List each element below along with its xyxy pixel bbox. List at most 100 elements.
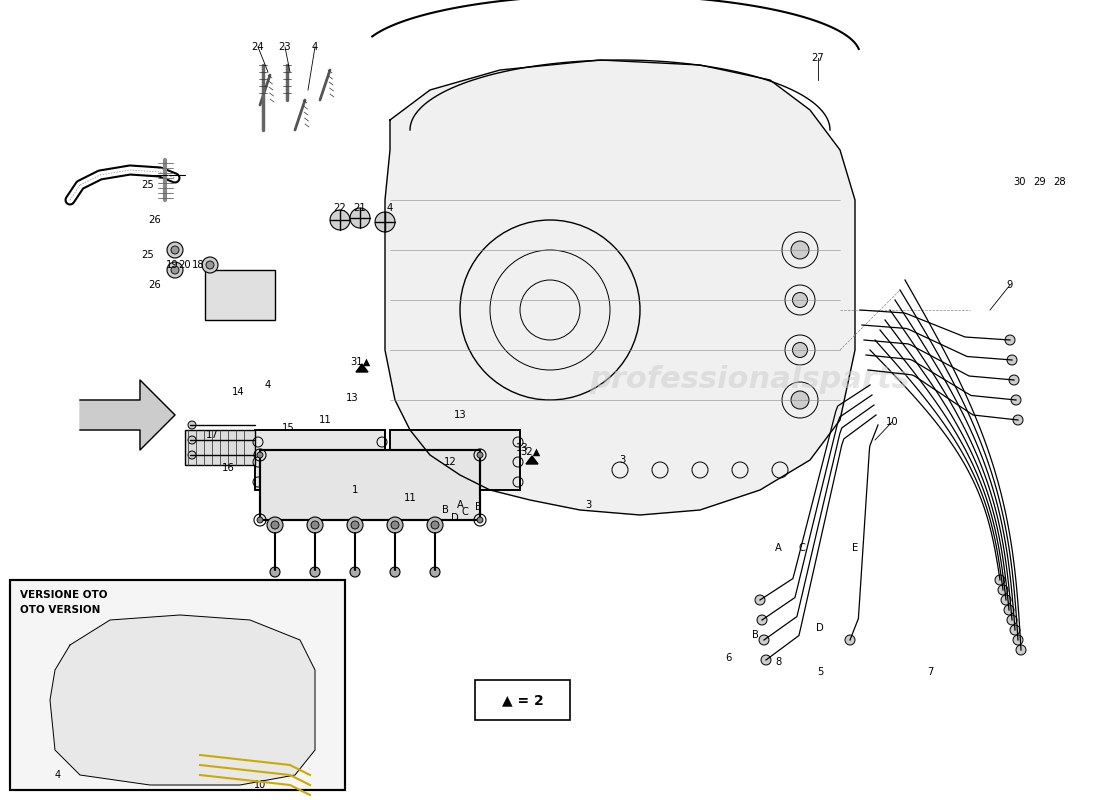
Text: 13: 13	[453, 410, 466, 420]
Circle shape	[267, 517, 283, 533]
Text: 20: 20	[178, 260, 191, 270]
Text: 12: 12	[443, 457, 456, 467]
Text: 25: 25	[142, 180, 154, 190]
Circle shape	[1013, 635, 1023, 645]
Text: 8: 8	[774, 657, 781, 667]
Bar	[255, 430, 385, 490]
Circle shape	[167, 262, 183, 278]
Text: 5: 5	[817, 667, 823, 677]
Circle shape	[311, 521, 319, 529]
Bar	[10, 580, 345, 790]
Circle shape	[1006, 355, 1018, 365]
Circle shape	[757, 615, 767, 625]
Text: professionalsparts: professionalsparts	[590, 366, 911, 394]
Polygon shape	[356, 364, 369, 372]
Text: 3: 3	[585, 500, 591, 510]
Circle shape	[1016, 645, 1026, 655]
Bar	[255, 430, 385, 490]
Circle shape	[270, 567, 280, 577]
Circle shape	[1011, 395, 1021, 405]
Text: 13: 13	[516, 443, 528, 453]
Circle shape	[390, 521, 399, 529]
Text: 9: 9	[1006, 280, 1013, 290]
Bar	[185, 430, 255, 465]
Circle shape	[350, 567, 360, 577]
Polygon shape	[385, 60, 855, 515]
Text: 11: 11	[404, 493, 417, 503]
Circle shape	[791, 241, 808, 259]
Text: 18: 18	[191, 260, 205, 270]
Text: 22: 22	[333, 203, 346, 213]
Circle shape	[307, 517, 323, 533]
Bar	[260, 450, 480, 520]
Text: VERSIONE OTO: VERSIONE OTO	[20, 590, 108, 600]
Circle shape	[1010, 625, 1020, 635]
Circle shape	[390, 567, 400, 577]
Circle shape	[1009, 375, 1019, 385]
Text: 24: 24	[252, 42, 264, 52]
Bar	[390, 430, 520, 490]
Text: OTO VERSION: OTO VERSION	[20, 605, 100, 615]
Text: E: E	[851, 543, 858, 553]
Circle shape	[431, 521, 439, 529]
Circle shape	[351, 521, 359, 529]
Text: B: B	[441, 505, 449, 515]
Text: 30: 30	[1014, 177, 1026, 187]
Text: 26: 26	[148, 215, 162, 225]
Circle shape	[792, 342, 807, 358]
Text: 6: 6	[725, 653, 732, 663]
Text: 10: 10	[254, 780, 266, 790]
Text: A: A	[774, 543, 781, 553]
Text: 13: 13	[345, 393, 359, 403]
Text: 29: 29	[1034, 177, 1046, 187]
Text: 27: 27	[812, 53, 824, 63]
Polygon shape	[80, 380, 175, 450]
Bar	[390, 430, 520, 490]
Text: 32▲: 32▲	[520, 447, 540, 457]
Circle shape	[387, 517, 403, 533]
Circle shape	[170, 266, 179, 274]
Text: 16: 16	[221, 463, 234, 473]
Text: D: D	[816, 623, 824, 633]
Text: A: A	[456, 500, 463, 510]
Circle shape	[188, 451, 196, 459]
Text: 19: 19	[166, 260, 178, 270]
Circle shape	[845, 635, 855, 645]
Bar	[10, 580, 345, 790]
Circle shape	[998, 585, 1008, 595]
Circle shape	[430, 567, 440, 577]
Circle shape	[188, 436, 196, 444]
Circle shape	[330, 210, 350, 230]
Circle shape	[759, 635, 769, 645]
Text: 31▲: 31▲	[350, 357, 371, 367]
Text: D: D	[451, 513, 459, 523]
Text: 21: 21	[353, 203, 366, 213]
Text: 4: 4	[312, 42, 318, 52]
Circle shape	[1001, 595, 1011, 605]
Circle shape	[346, 517, 363, 533]
Circle shape	[350, 208, 370, 228]
Circle shape	[206, 261, 214, 269]
Text: C: C	[799, 543, 805, 553]
Circle shape	[1004, 605, 1014, 615]
Text: 4: 4	[265, 380, 271, 390]
Circle shape	[792, 293, 807, 307]
Text: 17: 17	[206, 430, 219, 440]
Circle shape	[755, 595, 764, 605]
Circle shape	[1013, 415, 1023, 425]
Circle shape	[791, 391, 808, 409]
Circle shape	[477, 452, 483, 458]
Circle shape	[170, 246, 179, 254]
Text: 10: 10	[886, 417, 899, 427]
Text: 11: 11	[319, 415, 331, 425]
Circle shape	[310, 567, 320, 577]
Text: 28: 28	[1054, 177, 1066, 187]
Circle shape	[427, 517, 443, 533]
Polygon shape	[526, 456, 538, 464]
Circle shape	[257, 452, 263, 458]
Text: ▲ = 2: ▲ = 2	[502, 693, 543, 707]
Text: E: E	[475, 502, 481, 512]
Text: 25: 25	[142, 250, 154, 260]
Circle shape	[1005, 335, 1015, 345]
Text: C: C	[462, 507, 469, 517]
